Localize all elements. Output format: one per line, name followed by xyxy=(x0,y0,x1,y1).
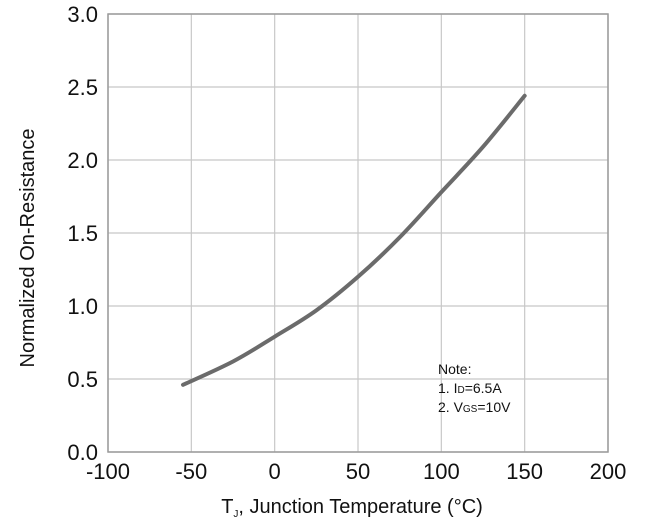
x-axis-title-main: T xyxy=(221,496,233,518)
note-line-1: 1. ID=6.5A xyxy=(438,380,502,396)
x-tick-label: 150 xyxy=(506,459,543,484)
y-tick-label: 0.0 xyxy=(67,440,98,465)
x-tick-label: 50 xyxy=(346,459,370,484)
note-annotation: Note: 1. ID=6.5A 2. VGS=10V xyxy=(438,361,511,415)
note-title: Note: xyxy=(438,361,471,377)
y-tick-label: 2.0 xyxy=(67,148,98,173)
y-tick-label: 3.0 xyxy=(67,2,98,27)
x-tick-label: -100 xyxy=(86,459,130,484)
x-tick-label: 200 xyxy=(590,459,627,484)
y-tick-label: 1.5 xyxy=(67,221,98,246)
y-tick-label: 2.5 xyxy=(67,75,98,100)
x-tick-label: 0 xyxy=(269,459,281,484)
y-tick-label: 1.0 xyxy=(67,294,98,319)
y-tick-label: 0.5 xyxy=(67,367,98,392)
note-line-1-suffix: =6.5A xyxy=(465,380,503,396)
note-line-2-subscript: GS xyxy=(463,404,478,415)
note-line-1-subscript: D xyxy=(457,385,464,396)
tick-labels: -100 -50 0 50 100 150 200 0.0 0.5 1.0 1.5 2.0 2.5 3.0 xyxy=(67,2,626,484)
on-resistance-curve xyxy=(181,93,527,387)
x-tick-label: -50 xyxy=(175,459,207,484)
y-axis-title: Normalized On-Resistance xyxy=(17,129,39,368)
x-axis-title-rest: , Junction Temperature (°C) xyxy=(238,496,482,518)
plot-area-frame xyxy=(107,13,609,453)
x-axis-title-subscript: J xyxy=(233,509,238,520)
note-line-2: 2. VGS=10V xyxy=(438,399,511,415)
note-line-2-suffix: =10V xyxy=(477,399,511,415)
x-axis-title: TJ, Junction Temperature (°C) xyxy=(221,496,483,520)
note-line-1-prefix: 1. I xyxy=(438,380,457,396)
x-tick-label: 100 xyxy=(423,459,460,484)
note-line-2-prefix: 2. V xyxy=(438,399,464,415)
